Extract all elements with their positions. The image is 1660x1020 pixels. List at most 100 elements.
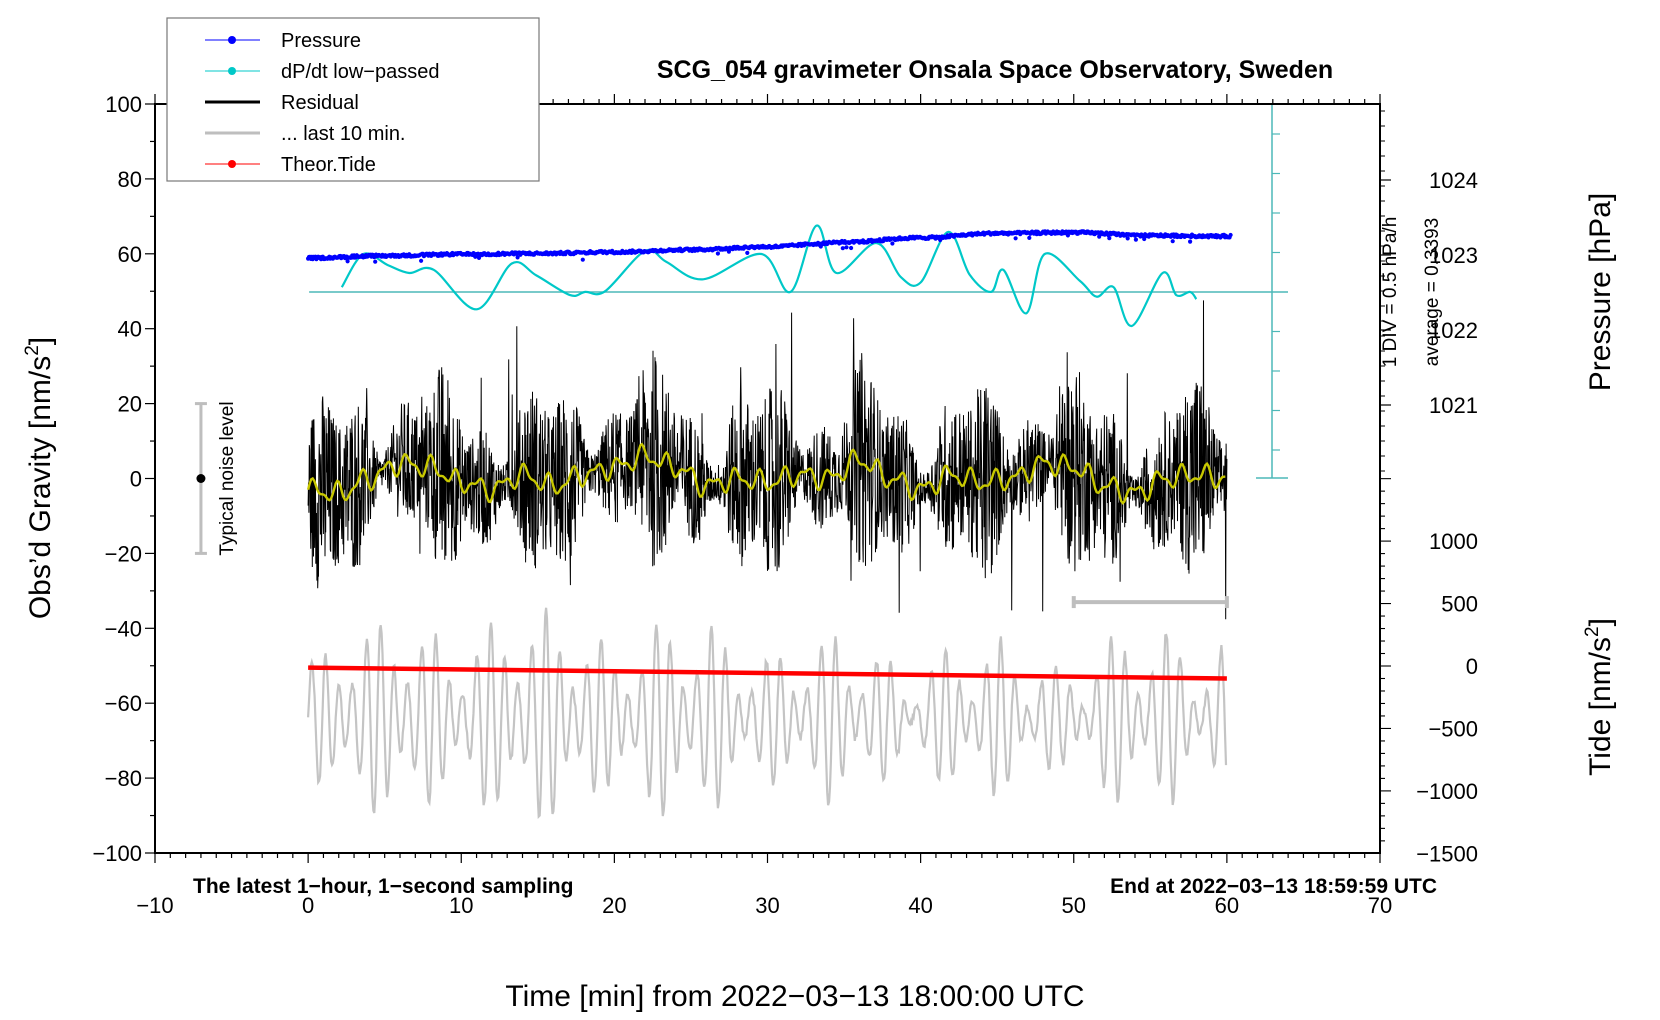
x-tick-label: 30 [755, 893, 779, 918]
y-axis-title-left: Obs’d Gravity [nm/s2] [22, 337, 57, 619]
legend-label: Residual [281, 92, 359, 114]
pressure-point [419, 258, 424, 263]
y-tick-label-left: −60 [105, 691, 142, 716]
pressure-point [1142, 236, 1147, 242]
tide-line [308, 665, 1227, 681]
legend-item: Pressure [205, 30, 361, 52]
y-tick-label-left: 60 [118, 242, 142, 267]
dpdt-line [340, 224, 1198, 327]
legend-swatch-dot [228, 160, 236, 168]
noise-label: Typical noise level [217, 401, 238, 555]
legend-label: Pressure [281, 30, 361, 52]
superscript: 2 [22, 345, 43, 356]
dpdt-trace [340, 224, 1198, 327]
y-tick-label-left: 40 [118, 317, 142, 342]
y-tick-label-left: −40 [105, 616, 142, 641]
legend-swatch-dot [228, 36, 236, 44]
y-tick-label-left: −100 [92, 841, 142, 866]
legend-item: dP/dt low−passed [205, 61, 439, 83]
dpdt-average-label: average = 0.3393 [1422, 218, 1443, 366]
y-tick-label-left: −20 [105, 541, 142, 566]
x-tick-label: 60 [1215, 893, 1239, 918]
annotation-end-time: End at 2022−03−13 18:59:59 UTC [1110, 875, 1437, 898]
noise-level-indicator: Typical noise level [194, 401, 238, 556]
y-tick-label-tide: −1000 [1416, 779, 1478, 804]
y-tick-label-left: 0 [130, 467, 142, 492]
residual-line [307, 300, 1228, 620]
pressure-point [1228, 232, 1233, 238]
legend-box [166, 17, 540, 182]
pressure-point [1133, 237, 1138, 242]
y-tick-label-tide: −1500 [1416, 841, 1478, 866]
y-axis-title-tide: Tide [nm/s2] [1582, 618, 1617, 776]
pressure-point [515, 255, 520, 260]
legend-label: ... last 10 min. [281, 123, 406, 145]
y-tick-label-tide: −500 [1428, 716, 1478, 741]
residual-lowpass-trace [306, 442, 1226, 505]
y-axis-title-tide-text: Tide [nm/s [1584, 637, 1617, 776]
pressure-point [345, 259, 350, 264]
last-10-min-indicator [1071, 596, 1229, 609]
x-tick-label: 50 [1062, 893, 1086, 918]
pressure-trace [306, 229, 1233, 264]
gray-trace-line [307, 607, 1228, 820]
legend-item: ... last 10 min. [205, 123, 406, 145]
y-axis-title-left-text: Obs’d Gravity [nm/s [24, 356, 57, 619]
x-tick-label: 70 [1368, 893, 1392, 918]
x-tick-labels: −10 0 10 20 30 40 50 60 70 [136, 893, 1392, 918]
x-tick-label: −10 [136, 893, 173, 918]
chart-title: SCG_054 gravimeter Onsala Space Observat… [657, 56, 1333, 84]
y-tick-label-pressure: 1024 [1429, 168, 1478, 193]
pressure-point [1125, 236, 1130, 241]
y-tick-label-left: −80 [105, 766, 142, 791]
dpdt-scale-label: 1 DIV = 0.5 hPa/h [1380, 217, 1401, 368]
noise-center-dot [196, 474, 206, 483]
pressure-point [1027, 235, 1032, 240]
x-tick-label: 10 [449, 893, 473, 918]
closing-bracket: ] [1584, 618, 1617, 626]
pressure-point [849, 245, 854, 251]
pressure-point [1188, 239, 1193, 244]
pressure-point [840, 246, 845, 251]
superscript: 2 [1582, 626, 1603, 637]
pressure-point [1170, 239, 1175, 244]
y-tick-label-tide: 1000 [1429, 529, 1478, 554]
closing-bracket: ] [24, 337, 57, 345]
pressure-point [844, 245, 849, 250]
pressure-point [745, 250, 750, 255]
residual-lowpass-line [306, 442, 1226, 505]
pressure-point [1107, 236, 1112, 241]
legend-swatch-dot [228, 67, 236, 75]
axis-ticks [145, 94, 1391, 863]
dpdt-scale-axis [309, 103, 1288, 479]
pressure-point [1065, 233, 1070, 238]
x-tick-label: 40 [908, 893, 932, 918]
annotation-sampling: The latest 1−hour, 1−second sampling [193, 875, 573, 898]
pressure-point [715, 251, 721, 256]
theoretical-tide-trace [308, 665, 1227, 681]
y-tick-label-left: 80 [118, 167, 142, 192]
pressure-point [1013, 236, 1018, 241]
y-tick-label-tide: 500 [1441, 592, 1478, 617]
pressure-point [580, 257, 585, 262]
y-tick-labels-tide: 1000 500 0 −500 −1000 −1500 [1416, 529, 1478, 866]
y-tick-label-pressure: 1023 [1429, 243, 1478, 268]
y-tick-labels-pressure: 1024 1023 1022 1021 [1429, 168, 1478, 418]
pressure-point [890, 241, 895, 246]
x-tick-label: 0 [302, 893, 314, 918]
y-tick-label-pressure: 1021 [1429, 393, 1478, 418]
pressure-point [373, 259, 378, 264]
legend-label: Theor.Tide [281, 154, 376, 176]
last-10-min-trace [307, 607, 1228, 820]
y-axis-title-pressure: Pressure [hPa] [1584, 193, 1617, 391]
residual-trace [307, 300, 1228, 620]
y-tick-label-left: 100 [105, 92, 142, 117]
y-tick-label-pressure: 1022 [1429, 318, 1478, 343]
legend-item: Theor.Tide [205, 154, 376, 176]
x-tick-label: 20 [602, 893, 626, 918]
y-tick-label-tide: 0 [1466, 654, 1478, 679]
y-tick-label-left: 20 [118, 392, 142, 417]
legend-label: dP/dt low−passed [281, 61, 439, 83]
y-tick-labels-left: 100 80 60 40 20 0 −20 −40 −60 −80 −100 [92, 92, 142, 866]
